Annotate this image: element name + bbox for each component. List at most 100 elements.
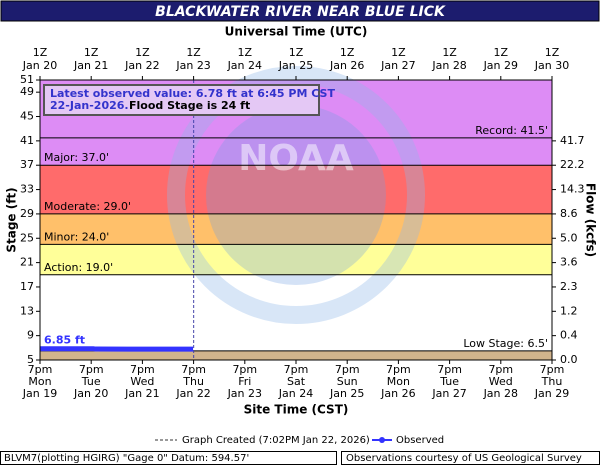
flood-band — [40, 350, 552, 360]
x2-tick-label: Jan 24 — [227, 59, 262, 72]
y-tick-label: 5 — [27, 353, 34, 366]
y-tick-label: 41 — [20, 134, 34, 147]
y-tick-label: 21 — [20, 256, 34, 269]
y2-tick-label: 1.2 — [560, 304, 578, 317]
x-tick-label: Jan 20 — [73, 387, 108, 400]
flood-label: Major: 37.0' — [44, 151, 109, 164]
top-axis-label: Universal Time (UTC) — [225, 25, 368, 39]
x2-tick-label: Jan 23 — [175, 59, 210, 72]
x-tick-label: 7pm — [488, 363, 513, 376]
watermark — [206, 105, 386, 285]
plot-frame — [39, 79, 553, 361]
x-tick-label: Tue — [439, 375, 459, 388]
x2-tick-label: 1Z — [494, 46, 509, 59]
x2-tick-label: 1Z — [33, 46, 48, 59]
x2-tick-label: 1Z — [391, 46, 406, 59]
x2-tick-label: Jan 25 — [278, 59, 313, 72]
y2-tick-label: 3.6 — [560, 256, 578, 269]
legend-swatch — [379, 437, 385, 443]
x-tick-label: Fri — [238, 375, 251, 388]
x2-tick-label: Jan 28 — [431, 59, 466, 72]
x-axis-label: Site Time (CST) — [244, 403, 349, 417]
x-tick-label: Jan 28 — [483, 387, 518, 400]
x-tick-label: Jan 19 — [22, 387, 57, 400]
x-tick-label: Wed — [130, 375, 154, 388]
x-tick-label: Jan 24 — [278, 387, 313, 400]
x-tick-label: 7pm — [437, 363, 462, 376]
x2-tick-label: 1Z — [289, 46, 304, 59]
x-tick-label: 7pm — [181, 363, 206, 376]
y2-tick-label: 5.0 — [560, 231, 578, 244]
y-tick-label: 17 — [20, 280, 34, 293]
y-tick-label: 51 — [20, 73, 34, 86]
x2-tick-label: 1Z — [238, 46, 253, 59]
x-tick-label: Jan 27 — [431, 387, 466, 400]
x-tick-label: Jan 21 — [124, 387, 159, 400]
y-tick-label: 33 — [20, 183, 34, 196]
x-tick-label: 7pm — [386, 363, 411, 376]
y2-tick-label: 22.2 — [560, 158, 585, 171]
y-tick-label: 13 — [20, 304, 34, 317]
x-tick-label: 7pm — [232, 363, 257, 376]
x-tick-label: Jan 26 — [380, 387, 415, 400]
x-tick-label: Wed — [489, 375, 513, 388]
x-tick-label: 7pm — [540, 363, 565, 376]
flood-label: Record: 41.5' — [475, 124, 548, 137]
flood-label: Low Stage: 6.5' — [463, 337, 548, 350]
x2-tick-label: 1Z — [84, 46, 99, 59]
flood-label: Minor: 24.0' — [44, 230, 109, 243]
y2-tick-label: 2.3 — [560, 280, 578, 293]
flood-band — [40, 244, 552, 275]
x-tick-label: Thu — [182, 375, 204, 388]
y2-tick-label: 0.4 — [560, 329, 578, 342]
x-tick-label: Thu — [541, 375, 563, 388]
x-tick-label: Sun — [337, 375, 358, 388]
flood-band — [40, 165, 552, 214]
y2-axis-label: Flow (kcfs) — [584, 183, 598, 257]
x2-tick-label: Jan 29 — [483, 59, 518, 72]
y-tick-label: 45 — [20, 110, 34, 123]
x-tick-label: Mon — [387, 375, 410, 388]
x-tick-label: 7pm — [284, 363, 309, 376]
flood-band — [40, 213, 552, 245]
start-label: 6.85 ft — [44, 334, 85, 347]
y2-tick-label: 0.0 — [560, 353, 578, 366]
info-box — [43, 84, 320, 116]
x2-tick-label: Jan 27 — [380, 59, 415, 72]
flood-label: Moderate: 29.0' — [44, 200, 131, 213]
y-tick-label: 9 — [27, 329, 34, 342]
legend-label: Observed — [396, 435, 444, 446]
x-tick-label: Sat — [287, 375, 306, 388]
x2-tick-label: 1Z — [545, 46, 560, 59]
x-tick-label: 7pm — [79, 363, 104, 376]
watermark — [167, 66, 425, 324]
x2-tick-label: Jan 26 — [329, 59, 364, 72]
y-tick-label: 49 — [20, 85, 34, 98]
x2-tick-label: Jan 30 — [534, 59, 569, 72]
footer-left: BLVM7(plotting HGIRG) "Gage 0" Datum: 59… — [4, 453, 249, 464]
x2-tick-label: Jan 22 — [124, 59, 159, 72]
y-tick-label: 25 — [20, 231, 34, 244]
info-text: 22-Jan-2026. — [50, 99, 129, 112]
flood-label: Action: 19.0' — [44, 261, 113, 274]
x-tick-label: 7pm — [28, 363, 53, 376]
x2-tick-label: 1Z — [135, 46, 150, 59]
x2-tick-label: Jan 21 — [73, 59, 108, 72]
chart-title: BLACKWATER RIVER NEAR BLUE LICK — [155, 4, 446, 20]
y2-tick-label: 41.7 — [560, 134, 585, 147]
footer-right: Observations courtesy of US Geological S… — [346, 453, 582, 464]
x-tick-label: Tue — [81, 375, 101, 388]
x-tick-label: Jan 29 — [534, 387, 569, 400]
x2-tick-label: Jan 20 — [22, 59, 57, 72]
x-tick-label: 7pm — [130, 363, 155, 376]
y-axis-label: Stage (ft) — [5, 187, 19, 252]
watermark-text: NOAA — [238, 138, 354, 179]
y-tick-label: 29 — [20, 207, 34, 220]
x2-tick-label: 1Z — [186, 46, 201, 59]
x2-tick-label: 1Z — [442, 46, 457, 59]
info-text: Flood Stage is 24 ft — [129, 99, 250, 112]
y2-tick-label: 8.6 — [560, 207, 578, 220]
y2-tick-label: 14.3 — [560, 183, 585, 196]
legend-label: Graph Created (7:02PM Jan 22, 2026) — [182, 435, 370, 446]
